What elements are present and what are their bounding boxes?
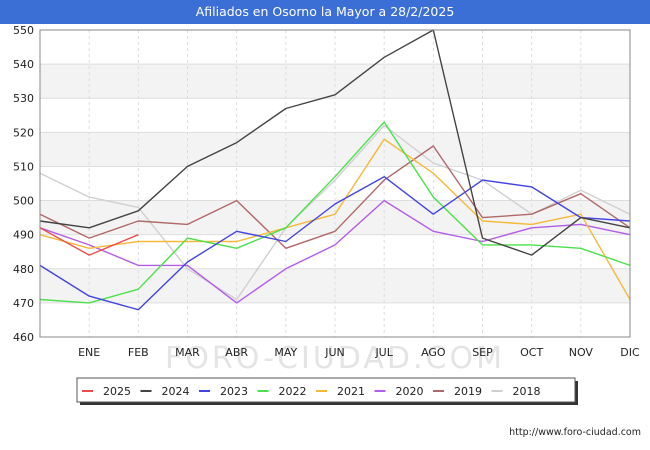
y-tick-label: 540: [13, 58, 34, 71]
x-tick-label: ENE: [78, 346, 100, 359]
legend-label-2023: 2023: [220, 385, 248, 398]
x-tick-label: JUL: [374, 346, 393, 359]
x-tick-label: MAR: [175, 346, 200, 359]
series-lines: [39, 29, 631, 311]
x-tick-label: JUN: [324, 346, 345, 359]
series-line-2023: [39, 175, 631, 311]
y-tick-label: 470: [13, 297, 34, 310]
y-tick-labels: 460 470 480 490 500 510 520 530 540 550: [13, 24, 34, 344]
plot-band: [40, 268, 630, 303]
plot-frame: [39, 29, 631, 338]
legend: 2025 2024 2023 2022 2021 2020 2019 2018: [76, 377, 578, 405]
series-line-2020: [39, 199, 631, 304]
plot-band: [40, 234, 630, 269]
x-tick-label: ABR: [225, 346, 248, 359]
axes: [39, 29, 631, 338]
legend-label-2018: 2018: [513, 385, 541, 398]
legend-label-2022: 2022: [279, 385, 307, 398]
y-tick-label: 500: [13, 195, 34, 208]
x-tick-label: FEB: [128, 346, 149, 359]
plot-band: [40, 64, 630, 99]
plot-band: [40, 166, 630, 201]
series-line-2022: [39, 121, 631, 304]
y-tick-label: 550: [13, 24, 34, 37]
series-line-2019: [39, 145, 631, 250]
x-tick-label: OCT: [520, 346, 543, 359]
chart-title: Afiliados en Osorno la Mayor a 28/2/2025: [0, 0, 650, 24]
legend-label-2021: 2021: [337, 385, 365, 398]
legend-label-2020: 2020: [396, 385, 424, 398]
series-line-2021: [39, 138, 631, 300]
legend-label-2025: 2025: [103, 385, 131, 398]
x-tick-labels: ENE FEB MAR ABR MAY JUN JUL AGO SEP OCT NOV DIC: [78, 346, 640, 359]
series-line-2024: [39, 29, 631, 256]
series-line-2025: [39, 227, 139, 256]
legend-label-2019: 2019: [454, 385, 482, 398]
y-tick-label: 520: [13, 126, 34, 139]
y-tick-label: 510: [13, 160, 34, 173]
y-tick-label: 490: [13, 229, 34, 242]
x-tick-label: DIC: [620, 346, 640, 359]
y-tick-label: 480: [13, 263, 34, 276]
x-tick-label: MAY: [274, 346, 297, 359]
x-tick-label: NOV: [569, 346, 594, 359]
y-tick-label: 530: [13, 92, 34, 105]
x-tick-label: SEP: [472, 346, 493, 359]
x-tick-label: AGO: [421, 346, 446, 359]
source-url[interactable]: http://www.foro-ciudad.com: [509, 427, 641, 438]
plot-band: [40, 30, 630, 65]
plot-band: [40, 132, 630, 167]
watermark-text: FORO-CIUDAD.COM: [165, 341, 505, 376]
y-tick-label: 460: [13, 331, 34, 344]
legend-label-2024: 2024: [162, 385, 190, 398]
